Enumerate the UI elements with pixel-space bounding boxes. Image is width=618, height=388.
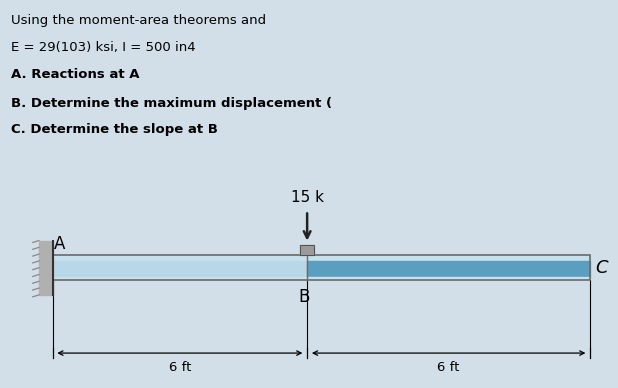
Text: Using the moment-area theorems and: Using the moment-area theorems and xyxy=(11,14,266,28)
Bar xyxy=(307,261,590,278)
Bar xyxy=(300,245,314,255)
Text: B. Determine the maximum displacement (: B. Determine the maximum displacement ( xyxy=(11,97,332,110)
Bar xyxy=(39,241,53,295)
Text: 6 ft: 6 ft xyxy=(169,361,191,374)
Text: 6 ft: 6 ft xyxy=(438,361,460,374)
Bar xyxy=(53,277,590,280)
Text: A. Reactions at A: A. Reactions at A xyxy=(11,68,140,81)
Text: A: A xyxy=(54,235,65,253)
Text: B: B xyxy=(298,288,310,306)
Bar xyxy=(53,255,590,280)
Bar xyxy=(300,245,314,255)
Text: C. Determine the slope at B: C. Determine the slope at B xyxy=(11,123,218,137)
Text: E = 29(103) ksi, I = 500 in4: E = 29(103) ksi, I = 500 in4 xyxy=(11,41,196,54)
Text: C: C xyxy=(595,259,607,277)
Text: 15 k: 15 k xyxy=(290,190,324,205)
Bar xyxy=(53,255,590,261)
Bar xyxy=(53,261,307,278)
